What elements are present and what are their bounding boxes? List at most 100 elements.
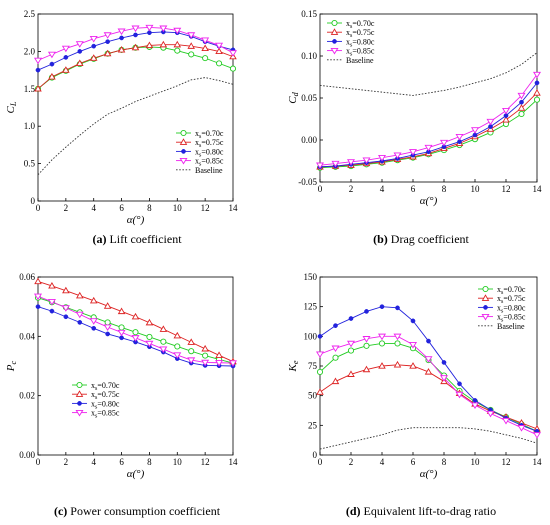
data-point [145, 41, 154, 49]
data-point [377, 333, 387, 341]
data-point [486, 118, 495, 126]
data-point [33, 57, 43, 65]
x-tick-label: 12 [502, 457, 511, 467]
data-point [187, 32, 196, 39]
data-point [332, 354, 339, 361]
y-tick-label: 0.06 [19, 272, 35, 282]
data-point [455, 133, 464, 141]
data-point [33, 293, 43, 301]
panel-caption-text: Drag coefficient [391, 232, 470, 246]
legend-marker [179, 157, 188, 165]
data-point [441, 360, 447, 365]
series-line [37, 44, 234, 90]
data-point [377, 154, 387, 162]
data-point [502, 115, 510, 123]
x-tick-label: 8 [147, 203, 152, 213]
data-point [394, 340, 401, 347]
data-point [201, 44, 209, 52]
data-point [393, 333, 402, 341]
y-tick-label: 0.02 [19, 391, 35, 401]
data-point [145, 318, 154, 326]
data-point [216, 60, 223, 67]
data-point [75, 41, 84, 48]
data-point [117, 329, 126, 337]
legend-label: xs=0.80c [497, 303, 526, 314]
data-point [131, 25, 140, 33]
y-axis-label: Pc [5, 360, 18, 372]
data-point [188, 51, 195, 58]
panel-letter: (c) [54, 504, 67, 518]
data-point [173, 352, 182, 359]
data-point [347, 347, 355, 354]
series-1 [34, 40, 237, 92]
x-tick-label: 0 [36, 203, 41, 213]
x-tick-label: 8 [442, 457, 447, 467]
data-point [201, 359, 210, 367]
data-point [104, 319, 111, 326]
series-3 [315, 333, 542, 439]
data-point [202, 352, 209, 359]
panel-caption: (b) Drag coefficient [373, 232, 469, 246]
x-tick-label: 10 [471, 457, 481, 467]
chart-panel-c: 0 2 4 6 8 10 12 14 0.00 0.02 0.04 0.06 α(°) Pc xs=0.70… [5, 272, 238, 480]
data-point [145, 24, 154, 32]
x-tick-label: 12 [502, 184, 511, 194]
data-point [331, 377, 340, 385]
x-tick-label: 8 [147, 457, 152, 467]
y-tick-label: 0.00 [19, 450, 35, 460]
data-point [160, 338, 167, 345]
legend-label: xs=0.70c [497, 285, 526, 296]
series-line [319, 52, 538, 96]
y-tick-label: 125 [304, 302, 318, 312]
x-tick-label: 6 [411, 457, 416, 467]
data-point [532, 71, 542, 79]
x-tick-label: 2 [349, 457, 354, 467]
data-point [89, 54, 98, 61]
data-point [47, 51, 56, 59]
data-point [75, 311, 84, 319]
data-point [89, 318, 98, 325]
data-point [316, 368, 324, 375]
legend-marker [332, 39, 337, 44]
data-point [187, 338, 195, 345]
y-tick-label: 0 [31, 196, 36, 206]
y-tick-label: 50 [308, 391, 318, 401]
data-point [470, 127, 480, 134]
data-point [117, 28, 126, 36]
legend-marker [179, 138, 188, 145]
legend-label: xs=0.75c [497, 294, 526, 305]
legend-label: Baseline [497, 322, 525, 331]
data-point [424, 368, 433, 375]
panel-caption-text: Lift coefficient [109, 232, 182, 246]
panel-caption: (a) Lift coefficient [92, 232, 182, 246]
data-point [48, 281, 56, 289]
x-tick-label: 10 [173, 457, 183, 467]
series-3 [315, 71, 542, 170]
x-tick-label: 4 [91, 457, 96, 467]
x-tick-label: 2 [64, 457, 69, 467]
series-4 [37, 77, 234, 176]
legend-marker [180, 129, 187, 137]
data-point [534, 80, 540, 86]
data-point [517, 92, 526, 100]
x-tick-label: 0 [318, 184, 323, 194]
data-point [215, 351, 223, 358]
data-point [362, 365, 371, 373]
data-point [364, 309, 369, 314]
data-point [315, 351, 325, 358]
legend-label: xs=0.75c [346, 28, 375, 39]
y-tick-label: 150 [304, 272, 318, 282]
data-point [228, 360, 238, 367]
y-tick-label: 0.05 [301, 93, 317, 103]
data-point [201, 344, 209, 352]
data-point [174, 343, 181, 350]
y-tick-label: 0 [313, 450, 318, 460]
data-point [117, 307, 126, 315]
data-point [426, 338, 431, 344]
legend-marker [76, 381, 83, 389]
legend-marker [75, 409, 84, 417]
x-axis-label: α(°) [420, 195, 438, 207]
